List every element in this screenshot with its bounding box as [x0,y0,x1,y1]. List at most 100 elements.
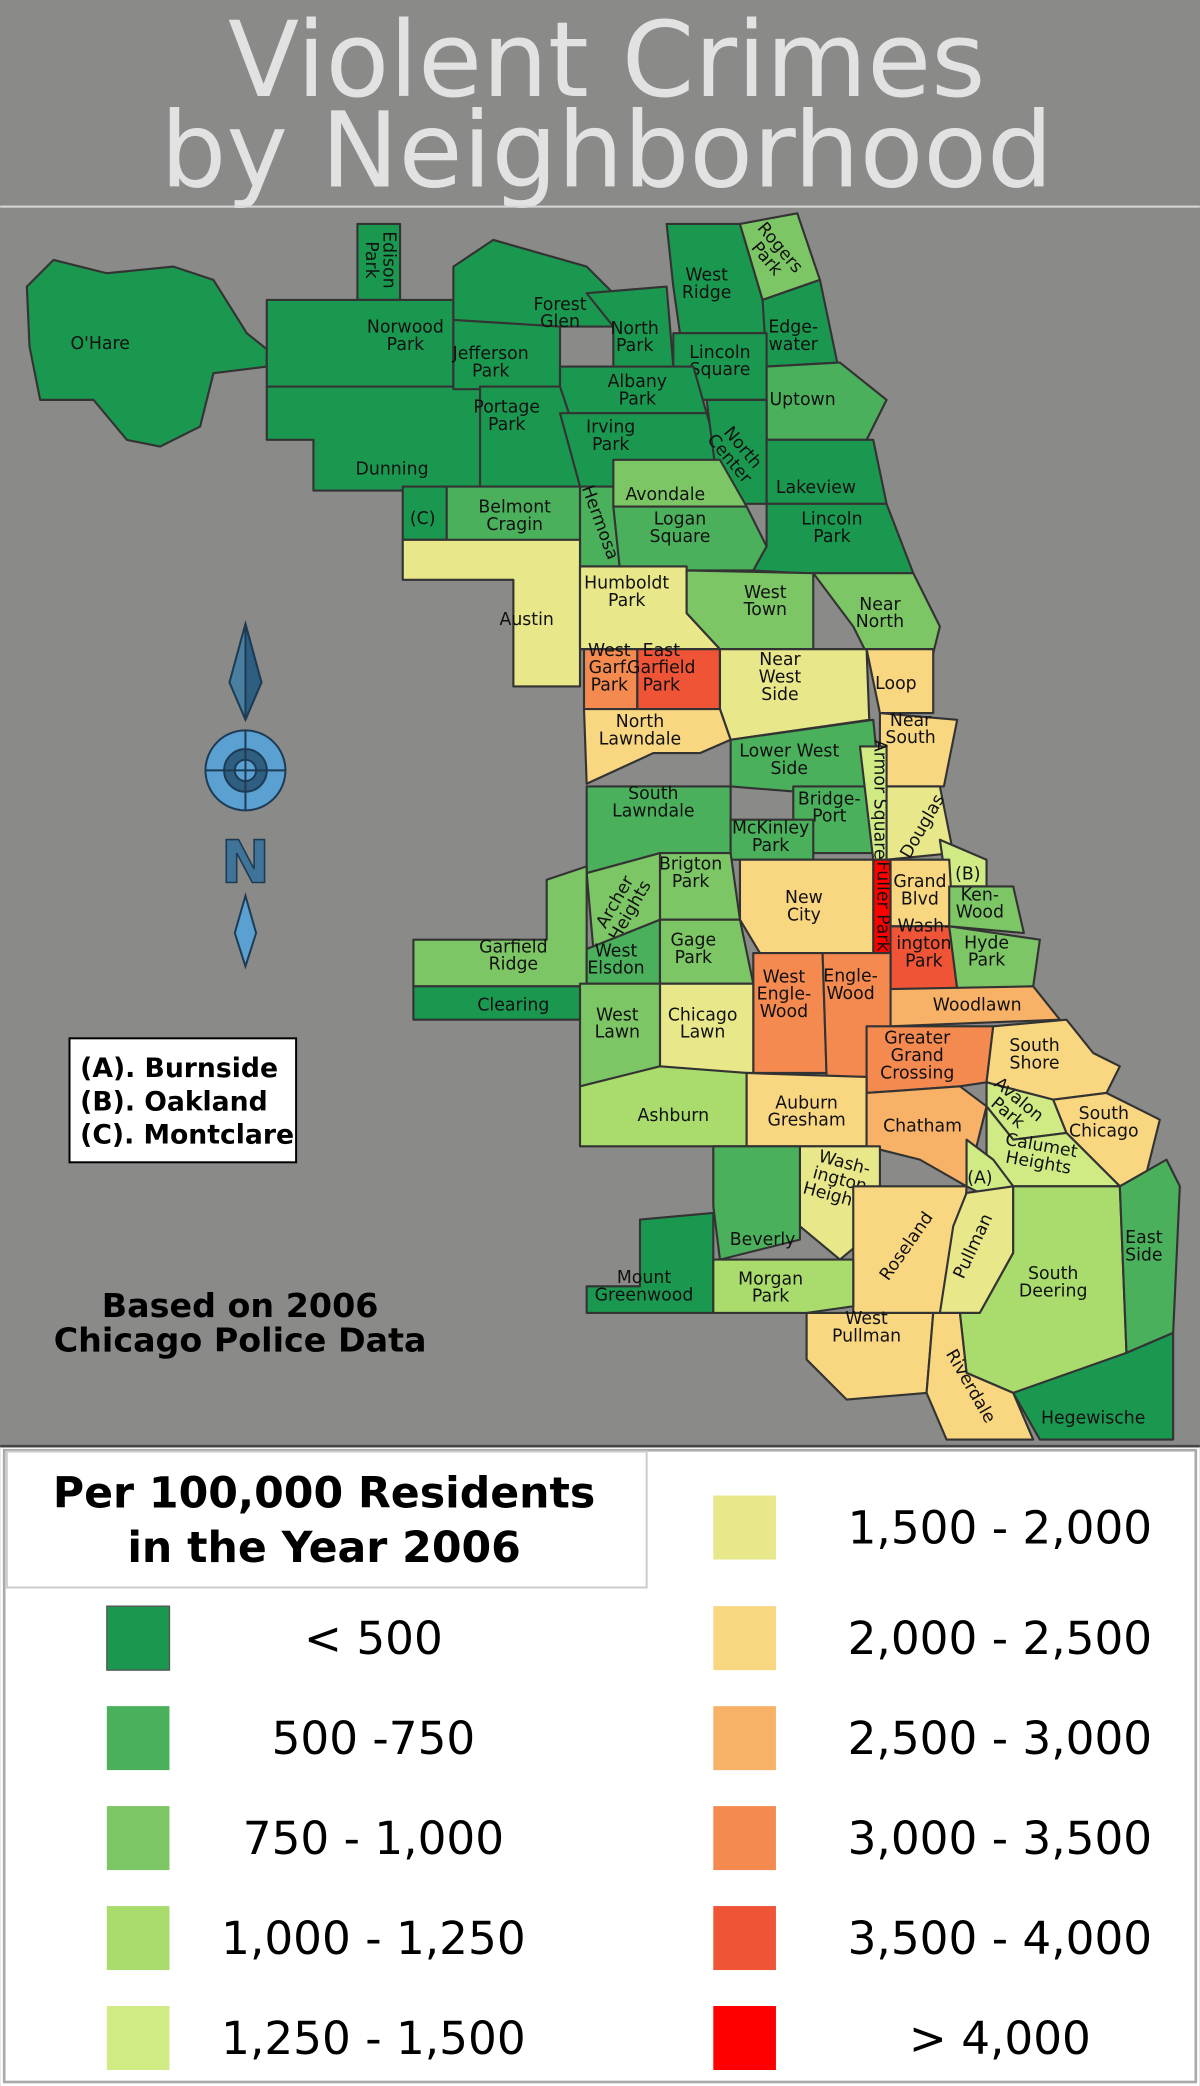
neighborhood-portage-park: Portage Park [473,385,582,488]
neighborhood-label-albany-park: Albany Park [608,372,667,409]
neighborhood-label-line: Lakeview [776,478,856,498]
neighborhood-shape-ohare [25,258,268,448]
neighborhood-label-oakland: (B) [955,865,980,885]
legend-swatch [106,1806,170,1871]
legend-item: < 500 [106,1605,443,1671]
neighborhood-label-forest-glen: Forest Glen [533,295,586,332]
neighborhood-label-loop: Loop [875,674,917,694]
legend-swatch [106,2006,170,2071]
legend-label: 750 - 1,000 [243,1812,504,1865]
neighborhood-label-line: South [1009,1036,1059,1056]
neighborhood-label-austin: Austin [499,610,553,630]
legend-label: 3,500 - 4,000 [848,1912,1153,1965]
neighborhood-label-avondale: Avondale [625,485,705,505]
neighborhood-label-line: Side [1125,1245,1162,1265]
neighborhood-montclare: (C) [401,485,448,541]
legend-item: 3,000 - 3,500 [713,1806,1153,1871]
neighborhood-label-line: Town [743,600,787,620]
neighborhood-shape-norwood-park [265,298,455,388]
neighborhood-label-line: West [763,967,806,987]
neighborhood-label-line: Albany [608,372,667,392]
legend-swatch [106,1906,170,1971]
neighborhood-label-greater-grand-crossing: Greater Grand Crossing [880,1029,954,1084]
neighborhood-shape-mount-greenwood [585,1211,715,1314]
legend-label: 3,000 - 3,500 [848,1812,1153,1865]
neighborhood-label-line: Park [672,872,709,892]
legend-label: 1,000 - 1,250 [221,1912,526,1965]
neighborhood-label-line: Chicago [1069,1121,1139,1141]
neighborhood-mount-greenwood: Mount Greenwood [585,1211,715,1314]
neighborhood-armour-square: Armor Square [858,740,890,861]
neighborhood-label-near-west-side: Near West Side [759,650,802,705]
legend-swatch [106,1706,170,1771]
neighborhood-label-mount-greenwood: Mount Greenwood [595,1268,694,1305]
legend-item: 3,500 - 4,000 [713,1906,1153,1971]
neighborhood-label-line: (B) [955,865,980,885]
neighborhood-west-lawn: West Lawn [578,982,662,1088]
legend-title-box [5,1450,648,1589]
neighborhood-label-line: Avondale [625,485,705,505]
neighborhood-label-lakeview: Lakeview [776,478,856,498]
neighborhood-label-line: Norwood [367,318,444,338]
neighborhood-label-line: Grand [891,1046,944,1066]
neighborhood-shape-austin [401,538,582,688]
neighborhood-label-hegewisch: Hegewische [1041,1409,1145,1429]
neighborhood-label-belmont-cragin: Belmont Cragin [478,498,551,535]
neighborhood-label-line: Forest [533,295,586,315]
neighborhood-label-line: Uptown [770,390,836,410]
neighborhood-label-line: Grand [893,872,946,892]
neighborhood-shape-west-pullman [805,1311,935,1401]
neighborhood-label-line: Edison [378,231,398,288]
neighborhood-label-fuller-park: Fuller Park [872,861,892,951]
legend-swatch [713,2006,776,2071]
neighborhood-label-line: East [1125,1228,1163,1248]
legend-label: < 500 [304,1612,443,1665]
neighborhood-avondale: Avondale [612,458,748,508]
neighborhood-label-line: Park [643,675,680,695]
neighborhood-morgan-park: Morgan Park [712,1258,855,1314]
legend-item: 750 - 1,000 [106,1806,504,1871]
neighborhood-logan-square: Logan Square [612,505,768,572]
neighborhood-label-line: East [643,641,681,661]
neighborhood-label-line: Park [592,435,629,455]
neighborhood-roseland: Roseland [852,1185,968,1314]
neighborhood-label-line: West [588,641,631,661]
neighborhood-gage-park: Gage Park [658,918,755,985]
neighborhood-hyde-park: Hyde Park [948,925,1041,991]
neighborhood-lower-west-side: Lower West Side [729,718,881,795]
neighborhood-label-line: Belmont [478,498,551,518]
neighborhood-label-line: Irving [586,418,635,438]
neighborhood-shape-east-side [1118,1158,1181,1354]
neighborhood-label-line: Dunning [356,460,429,480]
legend-item: 1,250 - 1,500 [106,2006,526,2071]
neighborhood-label-englewood: Engle-Wood [823,967,878,1004]
neighborhood-label-garfield-ridge: Garfield Ridge [479,937,548,974]
neighborhood-label-north-lawndale: North Lawndale [599,712,681,749]
neighborhood-label-line: Park [619,390,656,410]
neighborhood-label-line: Park [488,415,525,435]
neighborhood-label-line: Near [859,595,901,615]
neighborhood-label-line: Hyde [964,933,1009,953]
neighborhood-label-brighton-park: Brigton Park [659,855,722,892]
neighborhood-hegewisch: Hegewische [1012,1331,1175,1441]
legend-label: > 4,000 [909,2012,1091,2065]
neighborhood-label-line: Jefferson [452,344,529,364]
neighborhood-label-line: Morgan [738,1269,803,1289]
neighborhood-ohare: O'Hare [25,258,268,448]
neighborhood-label-lincoln-square: Lincoln Square [689,343,750,380]
neighborhood-label-ashburn: Ashburn [638,1106,710,1126]
neighborhood-label-line: McKinley [732,819,809,839]
neighborhood-label-auburn-gresham: Auburn Gresham [767,1093,845,1130]
neighborhood-label-line: Wood [956,903,1004,923]
neighborhood-label-north-park: North Park [610,319,658,356]
neighborhood-label-burnside: (A) [967,1169,992,1189]
legend-label: 2,500 - 3,000 [848,1712,1153,1765]
neighborhood-label-line: Near [890,711,932,731]
neighborhood-shape-riverdale [925,1311,1035,1441]
title-line-1: Violent Crimes [228,0,985,121]
neighborhood-label-line: Hegewische [1041,1409,1145,1429]
neighborhood-south-deering: South Deering [958,1185,1128,1394]
neighborhood-label-line: South [628,784,678,804]
neighborhood-label-south-deering: South Deering [1019,1264,1088,1301]
neighborhood-label-line: Park [905,951,942,971]
